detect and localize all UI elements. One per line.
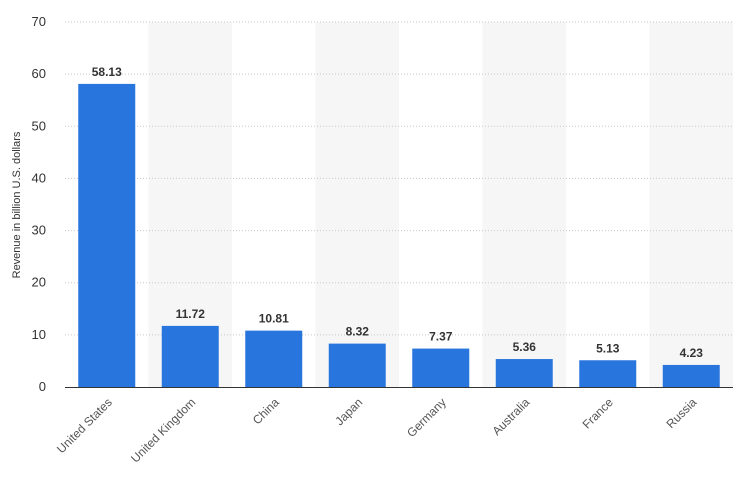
y-tick-label: 20 [32, 275, 46, 290]
y-tick-label: 60 [32, 66, 46, 81]
bar [495, 359, 553, 387]
bar [579, 360, 637, 387]
y-axis-title: Revenue in billion U.S. dollars [11, 131, 23, 278]
y-tick-label: 0 [39, 379, 46, 394]
y-tick-label: 40 [32, 170, 46, 185]
bar [662, 364, 720, 387]
x-category-label: Russia [664, 395, 700, 431]
y-tick-label: 70 [32, 14, 46, 29]
bar [245, 330, 303, 387]
category-bands [148, 22, 733, 387]
x-category-label: United Kingdom [128, 395, 198, 465]
data-label: 5.13 [596, 341, 620, 355]
y-tick-label: 30 [32, 223, 46, 238]
x-category-label: France [580, 395, 617, 432]
x-category-label: Australia [489, 395, 532, 438]
data-label: 8.32 [346, 325, 370, 339]
category-band [315, 22, 399, 387]
data-label: 5.36 [513, 340, 537, 354]
y-axis-ticks: 0 10 20 30 40 50 60 70 [32, 14, 46, 394]
bar [78, 83, 136, 388]
x-category-label: United States [54, 395, 115, 456]
gridlines [65, 21, 733, 336]
x-axis-categories: United States United Kingdom China Japan Ger… [54, 395, 700, 466]
bar [328, 343, 386, 387]
data-label: 4.23 [680, 346, 704, 360]
x-category-label: Japan [332, 395, 365, 428]
y-tick-label: 50 [32, 118, 46, 133]
x-category-label: China [250, 395, 282, 427]
bar [412, 348, 470, 387]
data-labels: 58.13 11.72 10.81 8.32 7.37 5.36 5.13 4.23 [92, 65, 704, 360]
data-label: 10.81 [259, 312, 289, 326]
data-label: 11.72 [176, 307, 206, 321]
y-tick-label: 10 [32, 327, 46, 342]
bar [161, 325, 219, 387]
category-band [482, 22, 566, 387]
data-label: 7.37 [429, 330, 453, 344]
bars [78, 83, 720, 388]
x-category-label: Germany [404, 395, 449, 440]
data-label: 58.13 [92, 65, 122, 79]
category-band [649, 22, 733, 387]
